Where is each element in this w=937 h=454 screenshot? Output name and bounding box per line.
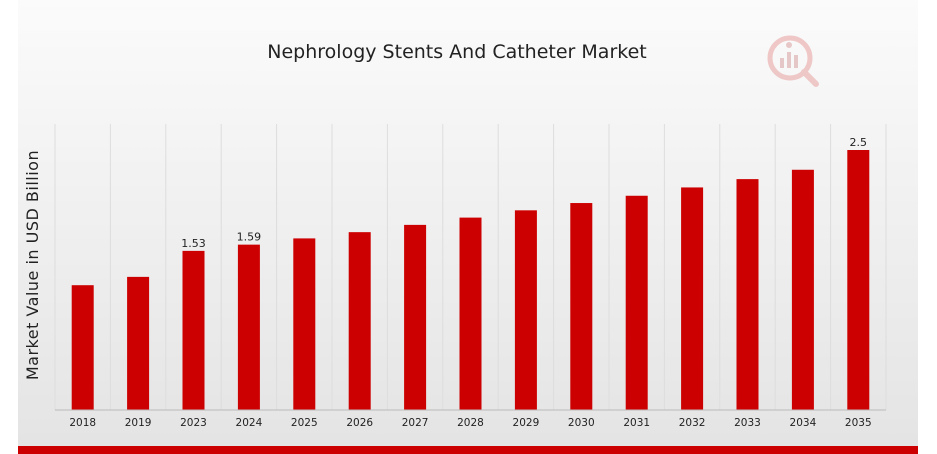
x-tick-label-2031: 2031 — [623, 417, 650, 429]
bar-2029[interactable] — [514, 210, 537, 410]
bar-2018[interactable] — [71, 285, 94, 410]
chart-title: Nephrology Stents And Catheter Market — [267, 41, 646, 63]
bar-2031[interactable] — [625, 195, 648, 410]
x-tick-label-2018: 2018 — [69, 417, 96, 429]
bar-2034[interactable] — [791, 169, 814, 410]
bar-2024[interactable] — [237, 244, 260, 410]
x-tick-label-2025: 2025 — [291, 417, 318, 429]
bar-2032[interactable] — [681, 187, 704, 410]
bar-2023[interactable] — [182, 250, 205, 410]
x-tick-label-2028: 2028 — [457, 417, 484, 429]
bars — [71, 150, 870, 410]
x-tick-label-2023: 2023 — [180, 417, 207, 429]
x-tick-label-2029: 2029 — [513, 417, 540, 429]
bar-2027[interactable] — [404, 224, 427, 410]
x-tick-label-2033: 2033 — [734, 417, 761, 429]
footer-bar — [18, 446, 918, 454]
x-tick-label-2035: 2035 — [845, 417, 872, 429]
bar-2035[interactable] — [847, 150, 870, 410]
bar-2028[interactable] — [459, 217, 482, 410]
bar-2033[interactable] — [736, 179, 759, 410]
data-labels: 1.53 1.59 2.5 — [181, 136, 867, 250]
x-tick-label-2034: 2034 — [790, 417, 817, 429]
bar-2030[interactable] — [570, 203, 593, 410]
data-label-2035: 2.5 — [850, 136, 868, 149]
data-label-2024: 1.59 — [237, 231, 262, 244]
bar-2019[interactable] — [127, 276, 150, 410]
bar-2025[interactable] — [293, 238, 316, 410]
grid-lines — [54, 124, 887, 410]
data-label-2023: 1.53 — [181, 237, 206, 250]
x-tick-label-2026: 2026 — [346, 417, 373, 429]
market-research-logo-icon — [767, 35, 819, 87]
x-tick-label-2027: 2027 — [402, 417, 429, 429]
x-tick-label-2019: 2019 — [125, 417, 152, 429]
x-tick-label-2024: 2024 — [236, 417, 263, 429]
y-axis-label: Market Value in USD Billion — [23, 150, 42, 380]
x-tick-label-2032: 2032 — [679, 417, 706, 429]
x-tick-labels: 2018 2019 2023 2024 2025 2026 2027 2028 2029 2030… — [69, 417, 871, 429]
bar-2026[interactable] — [348, 232, 371, 410]
x-tick-label-2030: 2030 — [568, 417, 595, 429]
